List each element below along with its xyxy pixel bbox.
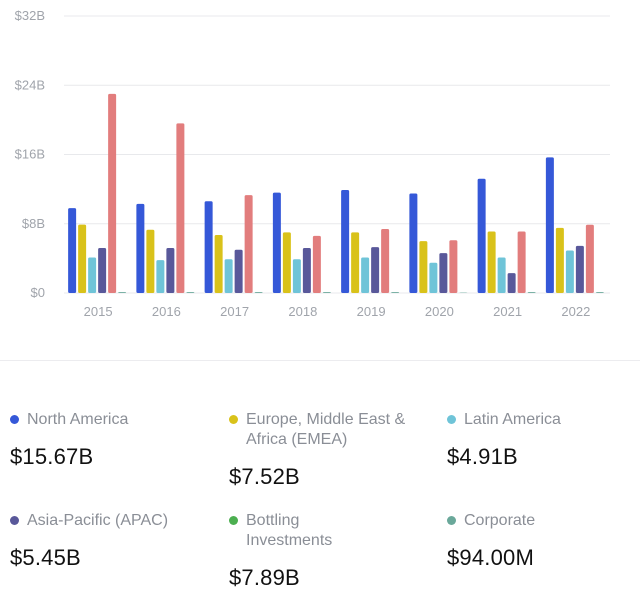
bar-chart: $0$8B$16B$24B$32B 2015 2016 2017 2018 2019 20… (15, 8, 610, 319)
legend-value: $5.45B (10, 545, 81, 570)
bar-latin-america-2016[interactable] (156, 260, 165, 293)
legend-dot (229, 415, 238, 424)
bar-corporate-2021[interactable] (527, 292, 536, 293)
bar-europe-middle-east-africa-emea-2018[interactable] (282, 232, 291, 293)
y-tick-label: $0 (31, 285, 45, 300)
legend-value: $4.91B (447, 444, 518, 469)
x-tick-label: 2017 (220, 304, 249, 319)
bar-north-america-2022[interactable] (545, 157, 554, 293)
y-axis-ticks: $0 $8B $16B $24B $32B (15, 8, 45, 300)
legend-dot (447, 415, 456, 424)
legend-item-north-america[interactable]: North America $15.67B (10, 410, 210, 470)
legend-dot (229, 516, 238, 525)
bar-bottling-investments-2021[interactable] (517, 231, 526, 293)
bar-asia-pacific-apac-2021[interactable] (507, 273, 516, 293)
legend-item-bottling-investments[interactable]: Bottling Investments $7.89B (229, 511, 369, 591)
x-tick-label: 2015 (84, 304, 113, 319)
legend-label: Bottling Investments (246, 512, 333, 549)
bar-north-america-2017[interactable] (204, 201, 213, 293)
bar-asia-pacific-apac-2019[interactable] (371, 247, 380, 293)
bar-asia-pacific-apac-2018[interactable] (302, 247, 311, 293)
bar-latin-america-2020[interactable] (429, 262, 438, 293)
bar-corporate-2017[interactable] (254, 292, 263, 293)
y-tick-label: $8B (22, 216, 45, 231)
bar-bottling-investments-2017[interactable] (244, 195, 253, 293)
bar-corporate-2015[interactable] (118, 292, 127, 293)
bars (68, 93, 604, 294)
bar-latin-america-2015[interactable] (88, 257, 97, 293)
bar-europe-middle-east-africa-emea-2022[interactable] (555, 227, 564, 293)
bar-latin-america-2017[interactable] (224, 259, 233, 293)
legend-dot (10, 516, 19, 525)
bar-bottling-investments-2016[interactable] (176, 123, 185, 294)
bar-bottling-investments-2018[interactable] (312, 235, 321, 293)
bar-latin-america-2021[interactable] (497, 257, 506, 293)
bar-asia-pacific-apac-2017[interactable] (234, 249, 243, 293)
bar-north-america-2018[interactable] (272, 192, 281, 293)
legend-label: North America (27, 411, 129, 428)
x-tick-label: 2021 (493, 304, 522, 319)
bar-latin-america-2022[interactable] (565, 250, 574, 293)
x-tick-label: 2020 (425, 304, 454, 319)
legend-item-emea[interactable]: Europe, Middle East & Africa (EMEA) $7.5… (229, 410, 429, 490)
bar-asia-pacific-apac-2016[interactable] (166, 247, 175, 293)
bar-corporate-2016[interactable] (186, 292, 195, 293)
y-tick-label: $32B (15, 8, 45, 23)
x-tick-label: 2022 (561, 304, 590, 319)
legend-label: Europe, Middle East & Africa (EMEA) (246, 411, 406, 448)
bar-asia-pacific-apac-2020[interactable] (439, 253, 448, 293)
y-tick-label: $24B (15, 77, 45, 92)
x-axis-ticks: 2015 2016 2017 2018 2019 2020 2021 2022 (84, 304, 591, 319)
bar-north-america-2020[interactable] (409, 193, 418, 293)
legend-value: $7.52B (229, 464, 300, 489)
bar-asia-pacific-apac-2022[interactable] (575, 245, 584, 293)
bar-europe-middle-east-africa-emea-2021[interactable] (487, 231, 496, 293)
y-tick-label: $16B (15, 147, 45, 162)
bar-asia-pacific-apac-2015[interactable] (98, 247, 107, 293)
bar-corporate-2022[interactable] (595, 292, 604, 293)
bar-europe-middle-east-africa-emea-2016[interactable] (146, 229, 155, 293)
x-tick-label: 2018 (288, 304, 317, 319)
bar-europe-middle-east-africa-emea-2015[interactable] (78, 224, 87, 293)
legend-item-corporate[interactable]: Corporate $94.00M (447, 511, 637, 571)
bar-north-america-2021[interactable] (477, 178, 486, 293)
bar-europe-middle-east-africa-emea-2019[interactable] (351, 232, 360, 293)
bar-latin-america-2019[interactable] (361, 257, 370, 293)
bar-latin-america-2018[interactable] (292, 259, 301, 293)
bar-north-america-2019[interactable] (341, 189, 350, 293)
legend-item-apac[interactable]: Asia-Pacific (APAC) $5.45B (10, 511, 210, 571)
legend-label: Asia-Pacific (APAC) (27, 512, 169, 529)
legend-dot (447, 516, 456, 525)
bar-corporate-2018[interactable] (322, 292, 331, 293)
bar-bottling-investments-2019[interactable] (381, 228, 390, 293)
legend-item-latin-america[interactable]: Latin America $4.91B (447, 410, 637, 470)
legend-value: $15.67B (10, 444, 94, 469)
bar-north-america-2015[interactable] (68, 208, 77, 293)
bar-bottling-investments-2022[interactable] (585, 224, 594, 293)
bar-bottling-investments-2020[interactable] (449, 240, 458, 293)
bar-bottling-investments-2015[interactable] (108, 93, 117, 293)
legend-label: Latin America (464, 411, 561, 428)
legend-value: $7.89B (229, 565, 300, 590)
legend-value: $94.00M (447, 545, 535, 570)
bar-europe-middle-east-africa-emea-2017[interactable] (214, 235, 223, 293)
legend-dot (10, 415, 19, 424)
grid-lines (64, 15, 610, 294)
x-tick-label: 2016 (152, 304, 181, 319)
legend-label: Corporate (464, 512, 536, 529)
chart-divider (0, 360, 640, 361)
bar-north-america-2016[interactable] (136, 203, 145, 293)
bar-corporate-2019[interactable] (391, 292, 400, 293)
x-tick-label: 2019 (357, 304, 386, 319)
bar-europe-middle-east-africa-emea-2020[interactable] (419, 241, 428, 293)
